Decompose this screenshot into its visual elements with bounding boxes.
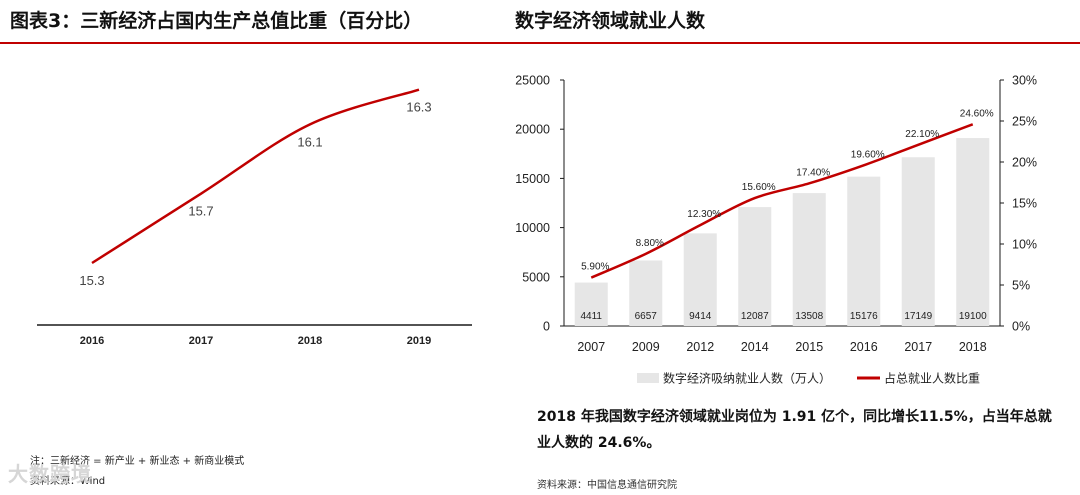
employment-bar xyxy=(792,193,826,326)
x-tick-label: 2009 xyxy=(632,340,660,354)
left-y-tick-label: 15000 xyxy=(515,172,550,186)
x-tick-label: 2019 xyxy=(407,335,431,347)
data-label: 16.1 xyxy=(297,134,322,149)
summary-line-2: 业人数的 24.6%。 xyxy=(537,435,661,451)
bar-value-label: 4411 xyxy=(580,311,602,322)
legend-bar-swatch xyxy=(637,373,659,383)
x-tick-label: 2016 xyxy=(80,335,104,347)
bar-value-label: 9414 xyxy=(689,311,712,322)
employment-bar xyxy=(847,176,881,326)
legend-line-label: 占总就业人数比重 xyxy=(884,371,980,386)
x-tick-label: 2012 xyxy=(686,340,714,354)
left-y-tick-label: 10000 xyxy=(515,221,550,235)
employment-bar xyxy=(901,157,935,326)
data-label: 16.3 xyxy=(406,100,431,115)
left-y-tick-label: 25000 xyxy=(515,74,550,88)
right-chart-source: 资料来源：中国信息通信研究院 xyxy=(537,480,677,491)
share-series-line xyxy=(590,123,974,279)
legend-bar-label: 数字经济吸纳就业人数（万人） xyxy=(663,371,831,386)
bar-value-label: 17149 xyxy=(904,311,932,322)
left-chart-heading: 图表3：三新经济占国内生产总值比重（百分比） xyxy=(10,10,423,32)
share-series-line xyxy=(91,88,420,265)
watermark-logo: 大数跨境 xyxy=(8,462,92,486)
right-y-tick-label: 20% xyxy=(1012,156,1037,170)
data-label: 15.3 xyxy=(79,273,104,288)
right-y-tick-label: 0% xyxy=(1012,320,1030,334)
header-divider xyxy=(0,42,1080,44)
employment-bar xyxy=(956,138,990,326)
x-tick-label: 2015 xyxy=(795,340,823,354)
employment-bar xyxy=(629,260,663,326)
left-y-tick-label: 20000 xyxy=(515,123,550,137)
x-tick-label: 2007 xyxy=(577,340,605,354)
right-y-tick-label: 30% xyxy=(1012,74,1037,88)
line-value-label: 5.90% xyxy=(581,262,609,273)
x-tick-label: 2017 xyxy=(189,335,213,347)
left-y-tick-label: 0 xyxy=(543,320,550,334)
employment-bar xyxy=(738,207,772,326)
line-value-label: 12.30% xyxy=(687,209,721,220)
x-tick-label: 2018 xyxy=(959,340,987,354)
line-value-label: 8.80% xyxy=(636,238,664,249)
summary-text: 2018 年我国数字经济领域就业岗位为 1.91 亿个，同比增长11.5%，占当… xyxy=(537,404,1067,456)
summary-line-1: 2018 年我国数字经济领域就业岗位为 1.91 亿个，同比增长11.5%，占当… xyxy=(537,409,1052,425)
line-value-label: 15.60% xyxy=(742,182,776,193)
x-tick-label: 2016 xyxy=(850,340,878,354)
line-value-label: 24.60% xyxy=(960,108,994,119)
bar-value-label: 12087 xyxy=(741,311,769,322)
bar-value-label: 15176 xyxy=(850,311,878,322)
bar-value-label: 19100 xyxy=(959,311,987,322)
data-label: 15.7 xyxy=(188,204,213,219)
left-y-tick-label: 5000 xyxy=(522,270,550,284)
left-chart-source: 资料来源：Wind xyxy=(30,476,106,487)
x-tick-label: 2017 xyxy=(904,340,932,354)
line-value-label: 22.10% xyxy=(905,129,939,140)
bar-value-label: 13508 xyxy=(795,311,823,322)
employment-bar xyxy=(574,282,608,326)
bar-value-label: 6657 xyxy=(635,311,658,322)
right-chart-heading: 数字经济领域就业人数 xyxy=(515,10,706,32)
employment-bar xyxy=(683,233,717,326)
left-chart-note: 注：三新经济 = 新产业 + 新业态 + 新商业模式 xyxy=(30,456,245,467)
right-y-tick-label: 25% xyxy=(1012,115,1037,129)
right-y-tick-label: 10% xyxy=(1012,238,1037,252)
right-y-tick-label: 15% xyxy=(1012,197,1037,211)
x-tick-label: 2014 xyxy=(741,340,769,354)
line-value-label: 19.60% xyxy=(851,149,885,160)
line-value-label: 17.40% xyxy=(796,167,830,178)
right-y-tick-label: 5% xyxy=(1012,279,1030,293)
x-tick-label: 2018 xyxy=(298,335,322,347)
